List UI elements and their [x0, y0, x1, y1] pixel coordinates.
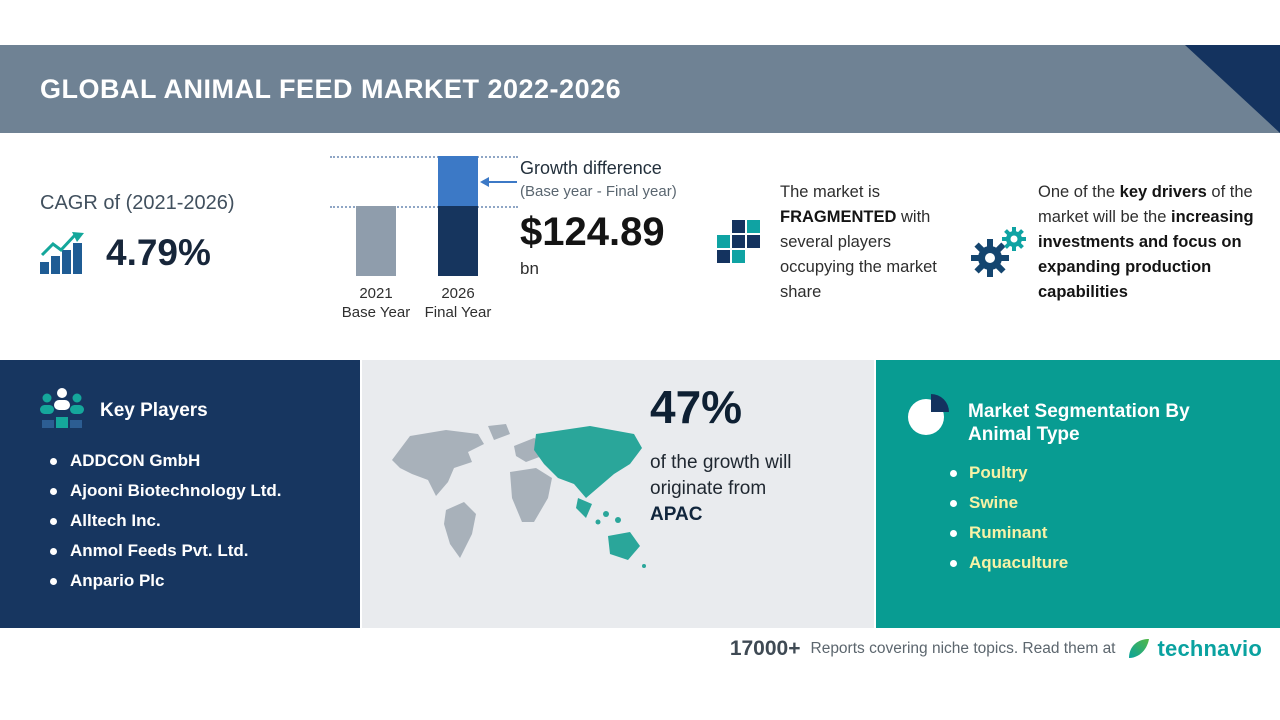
segmentation-title: Market Segmentation By Animal Type [968, 401, 1190, 445]
segment-name: Ruminant [969, 523, 1048, 542]
list-item: Alltech Inc. [50, 506, 282, 536]
bullet-dot [50, 457, 57, 465]
fragmented-bold: FRAGMENTED [780, 208, 897, 226]
dotted-guide-line-top [330, 156, 518, 158]
bar-2026-growth-segment [438, 156, 478, 206]
footer-tagline: Reports covering niche topics. Read them… [810, 640, 1116, 657]
segmentation-list: Poultry Swine Ruminant Aquaculture [950, 458, 1068, 578]
arrow-head [480, 177, 489, 187]
segmentation-panel: Market Segmentation By Animal Type Poult… [876, 360, 1280, 628]
cagr-label: CAGR of (2021-2026) [40, 192, 235, 214]
list-item: Anmol Feeds Pvt. Ltd. [50, 536, 282, 566]
bullet-dot [950, 469, 957, 477]
reports-count: 17000+ [729, 637, 801, 660]
list-item: Aquaculture [950, 548, 1068, 578]
list-item: Ajooni Biotechnology Ltd. [50, 476, 282, 506]
bar-2026 [438, 156, 478, 276]
brand-wordmark: technavio [1157, 636, 1262, 661]
segment-name: Poultry [969, 463, 1028, 482]
bullet-dot [50, 517, 57, 525]
driver-text-2: of the market will be the [1038, 183, 1253, 226]
growth-difference-subtitle: (Base year - Final year) [520, 183, 677, 200]
gears-icon [971, 227, 1026, 277]
key-player-name: ADDCON GmbH [70, 451, 201, 470]
fragmented-statement: The market is FRAGMENTED with several pl… [780, 180, 952, 305]
driver-bold-2: increasing investments and focus on expa… [1038, 208, 1254, 301]
bar-label-2026: 2026 Final Year [418, 284, 498, 322]
bullet-dot [50, 577, 57, 585]
list-item: Poultry [950, 458, 1068, 488]
people-podium-icon [40, 388, 84, 428]
key-driver-statement: One of the key drivers of the market wil… [1038, 180, 1266, 305]
cagr-value: 4.79% [106, 232, 211, 273]
growth-bar-chart: 2021 Base Year 2026 Final Year [330, 150, 530, 322]
page-title: GLOBAL ANIMAL FEED MARKET 2022-2026 [40, 74, 622, 104]
apac-growth-text: of the growth will originate from APAC [650, 450, 792, 528]
bar-2021 [356, 206, 396, 276]
apac-growth-percent: 47% [650, 381, 743, 433]
cagr-row: 4.79% [40, 230, 211, 276]
regional-growth-panel: 47% of the growth will originate from AP… [362, 360, 874, 628]
bar-sublabel-2021: Base Year [341, 304, 411, 321]
bar-sublabel-2026: Final Year [424, 304, 492, 321]
rising-bar-chart-icon [40, 232, 84, 274]
list-item: Anpario Plc [50, 566, 282, 596]
bar-year-2026: 2026 [441, 285, 475, 302]
technavio-leaf-icon [1128, 639, 1149, 658]
bar-year-2021: 2021 [359, 285, 393, 302]
list-item: Ruminant [950, 518, 1068, 548]
growth-difference-title: Growth difference [520, 158, 662, 178]
growth-difference-unit: bn [520, 259, 539, 278]
dotted-guide-line-mid [330, 206, 518, 208]
arrow-line [489, 181, 517, 183]
pie-chart-icon [908, 394, 949, 435]
footer: 17000+ Reports covering niche topics. Re… [0, 636, 1262, 662]
header-band: GLOBAL ANIMAL FEED MARKET 2022-2026 [0, 45, 1280, 133]
apac-region: APAC [650, 504, 703, 525]
segment-name: Aquaculture [969, 553, 1069, 572]
key-players-title: Key Players [100, 400, 208, 421]
fragmented-text-1: The market is [780, 183, 880, 201]
key-player-name: Alltech Inc. [70, 511, 161, 530]
growth-difference-block: Growth difference (Base year - Final yea… [520, 158, 730, 279]
segment-name: Swine [969, 493, 1019, 512]
key-players-panel: Key Players ADDCON GmbH Ajooni Biotechno… [0, 360, 360, 628]
corner-triangle-decoration [1185, 45, 1280, 133]
bullet-dot [50, 547, 57, 555]
fragmented-squares-icon [717, 220, 760, 263]
growth-difference-value: $124.89 [520, 210, 665, 254]
bullet-dot [950, 529, 957, 537]
key-players-list: ADDCON GmbH Ajooni Biotechnology Ltd. Al… [50, 446, 282, 596]
bar-label-2021: 2021 Base Year [336, 284, 416, 322]
driver-bold-1: key drivers [1119, 183, 1207, 201]
key-player-name: Anmol Feeds Pvt. Ltd. [70, 541, 249, 560]
bullet-dot [950, 559, 957, 567]
fragmented-text-2: with several players occupying the marke… [780, 208, 937, 301]
technavio-logo: technavio [1126, 636, 1263, 662]
growth-arrow-icon [480, 177, 517, 187]
key-player-name: Anpario Plc [70, 571, 165, 590]
apac-text-line-2: originate from [650, 478, 767, 499]
bullet-dot [50, 487, 57, 495]
key-player-name: Ajooni Biotechnology Ltd. [70, 481, 282, 500]
bullet-dot [950, 499, 957, 507]
list-item: ADDCON GmbH [50, 446, 282, 476]
world-map-apac-highlight [392, 424, 646, 568]
list-item: Swine [950, 488, 1068, 518]
driver-text-1: One of the [1038, 183, 1116, 201]
apac-text-line-1: of the growth will [650, 452, 792, 473]
